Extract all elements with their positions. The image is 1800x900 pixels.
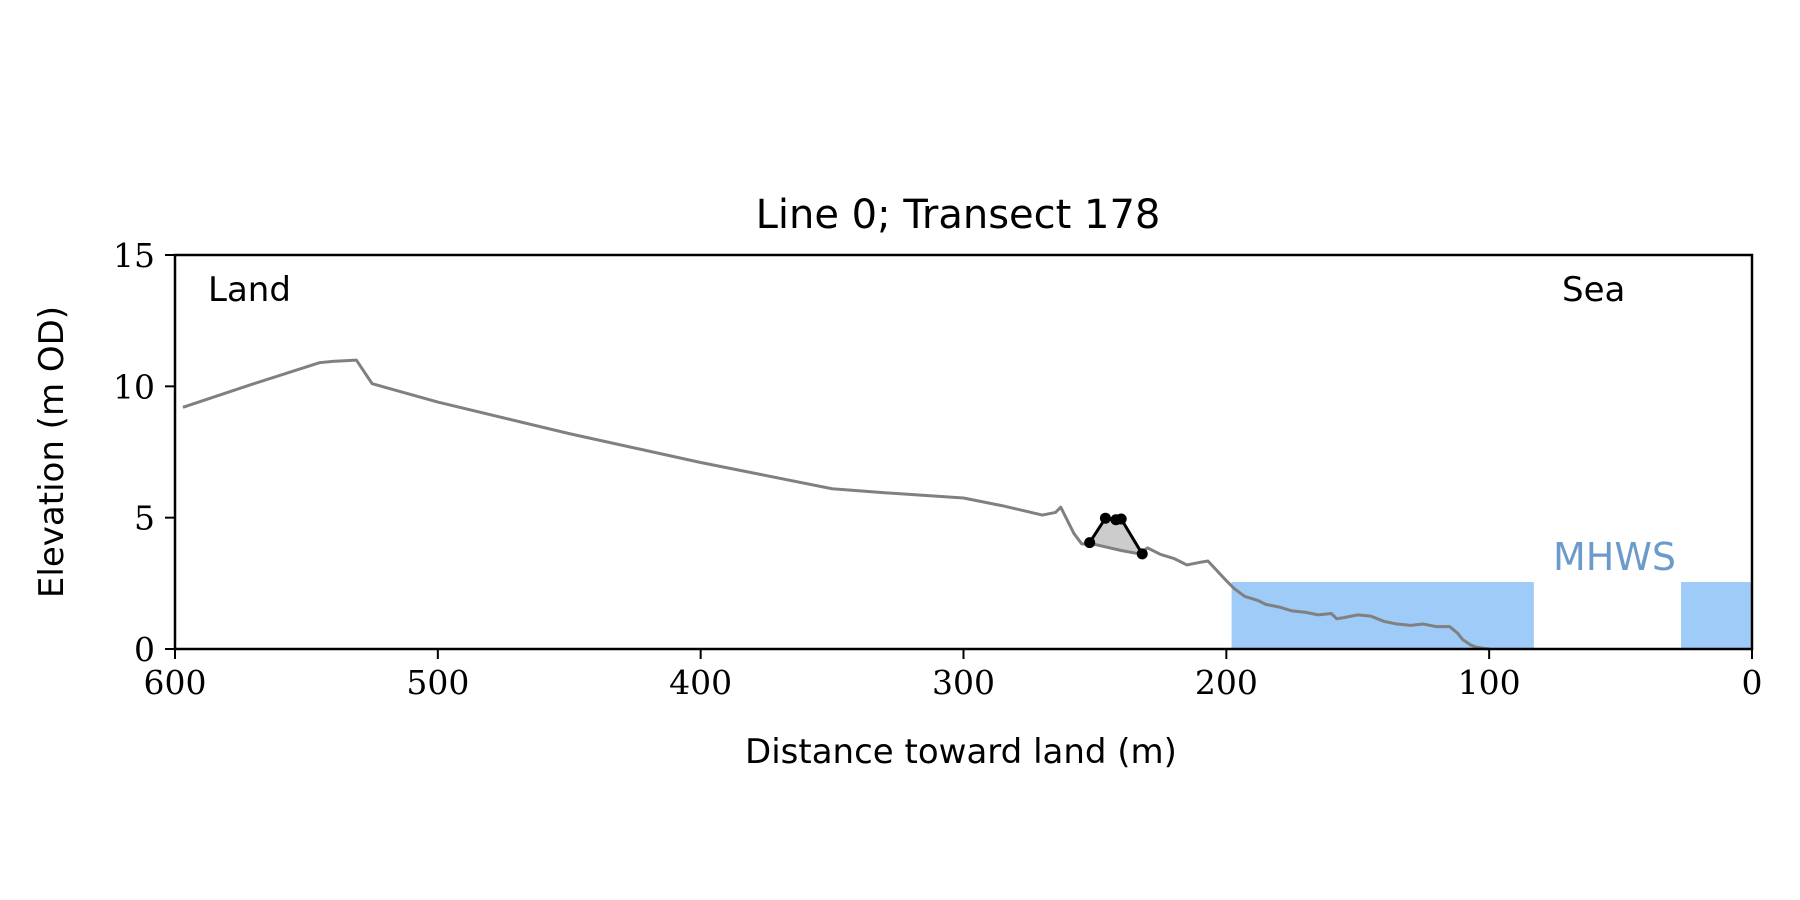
- y-tick-label-0: 0: [134, 630, 155, 669]
- dune-point-3: [1115, 513, 1127, 525]
- y-axis-label: Elevation (m OD): [32, 306, 72, 598]
- y-tick-label-1: 5: [134, 499, 155, 538]
- x-tick-label-4: 200: [1195, 663, 1258, 702]
- x-tick-label-0: 600: [144, 663, 207, 702]
- profile-line: [182, 358, 1490, 651]
- x-tick-label-2: 400: [669, 663, 732, 702]
- chart-title: Line 0; Transect 178: [756, 192, 1161, 238]
- y-tick-label-3: 15: [113, 236, 155, 275]
- y-tick-label-2: 10: [113, 367, 155, 406]
- x-tick-label-3: 300: [932, 663, 995, 702]
- dune-point-1: [1099, 512, 1111, 524]
- axis-ticks: 600 500 400 300 200 100 0 0 5 10 15: [113, 236, 1763, 702]
- dune-point-0: [1084, 537, 1096, 549]
- sea-annotation: Sea: [1562, 270, 1625, 310]
- plot-area: [182, 358, 1752, 651]
- dune-point-4: [1136, 548, 1148, 560]
- mhws-label: MHWS: [1553, 535, 1676, 579]
- land-annotation: Land: [208, 270, 291, 310]
- x-tick-label-1: 500: [406, 663, 469, 702]
- mhws-band-0: [1231, 582, 1534, 649]
- x-tick-label-6: 0: [1742, 663, 1763, 702]
- mhws-band-1: [1681, 582, 1752, 649]
- x-tick-label-5: 100: [1458, 663, 1521, 702]
- x-axis-label: Distance toward land (m): [745, 732, 1177, 772]
